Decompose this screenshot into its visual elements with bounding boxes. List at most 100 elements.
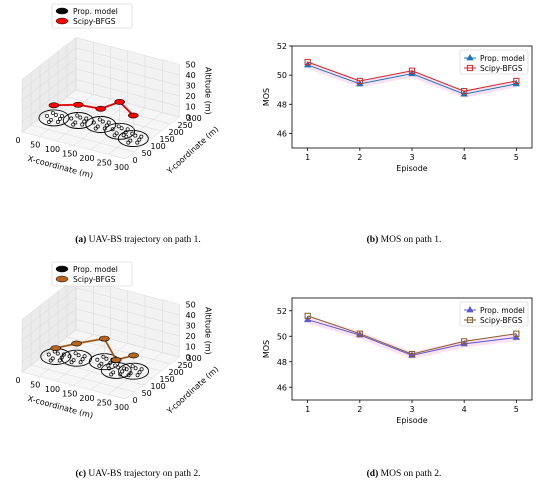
ground-user (100, 119, 105, 124)
x-tick-label: 0 (15, 376, 20, 385)
ground-user (107, 366, 112, 371)
ground-user (82, 354, 87, 359)
ground-user (119, 126, 124, 131)
grid-line (21, 89, 77, 133)
x-tick-label: 300 (114, 403, 129, 412)
data-point (356, 330, 363, 337)
ground-user (58, 116, 62, 121)
uav-marker (95, 105, 107, 112)
ground-user (69, 360, 74, 365)
y-tick-label: 50 (277, 332, 287, 341)
x-tick-label: 2 (357, 405, 362, 414)
caption-text: MOS on path 2. (378, 469, 441, 479)
grid-line (125, 116, 180, 160)
uav-marker (114, 99, 125, 105)
data-point (512, 333, 521, 340)
grid-line (125, 356, 180, 400)
x-tick-label: 250 (97, 159, 112, 168)
x-tick-label: 250 (97, 399, 112, 408)
chart-b (289, 45, 533, 151)
uav-marker (48, 102, 60, 109)
ground-user (73, 351, 78, 356)
y-tick-label: 100 (151, 382, 166, 391)
x-tick-label: 150 (62, 150, 77, 159)
grid-line (66, 96, 171, 125)
x-tick-label: 150 (62, 390, 77, 399)
legend-entry: Scipy-BFGS (73, 17, 116, 26)
y-tick-label: 300 (187, 114, 202, 123)
ground-user (51, 110, 55, 115)
y-tick-label: 46 (277, 129, 287, 138)
grid-line (75, 308, 180, 337)
y-tick-label: 200 (169, 368, 184, 377)
ground-user (126, 140, 131, 145)
legend-marker (466, 64, 474, 72)
y-tick-label: 48 (277, 100, 287, 109)
ground-user (124, 134, 129, 139)
data-point (513, 77, 520, 85)
legend-marker (466, 316, 474, 324)
ground-user (128, 138, 133, 143)
figure-caption: (a) UAV-BS trajectory on path 1. (75, 234, 201, 245)
x-tick-label: 50 (30, 141, 40, 150)
ground-user (46, 352, 51, 357)
grid-line (21, 329, 77, 373)
y-tick-label: 250 (178, 121, 193, 130)
ground-user (50, 356, 55, 361)
legend-box (459, 49, 529, 75)
ground-user (95, 357, 100, 362)
ground-user (122, 366, 127, 371)
data-point (408, 351, 416, 358)
ground-user (54, 112, 58, 117)
ground-user (71, 358, 76, 363)
uav-marker (71, 340, 82, 347)
ground-user (61, 352, 66, 357)
z-tick-label: 10 (186, 343, 196, 352)
ground-user (60, 113, 64, 118)
x-tick-label: 5 (514, 153, 519, 162)
data-point (408, 351, 416, 358)
ground-user (93, 126, 98, 131)
series-line (307, 315, 517, 355)
data-point (356, 77, 363, 85)
grid-line (21, 308, 77, 352)
figure-caption: (d) MOS on path 2. (367, 468, 442, 479)
legend-entry: Prop. model (73, 265, 118, 274)
legend-marker (55, 265, 69, 273)
x-tick-label: 2 (357, 153, 362, 162)
uav-marker (110, 356, 122, 363)
x-tick-label: 50 (30, 381, 40, 390)
data-point (304, 312, 311, 319)
ground-user (45, 113, 49, 118)
grid-line (21, 319, 77, 362)
ground-user (78, 360, 83, 365)
chart-a (21, 3, 180, 160)
ground-user (130, 131, 135, 136)
ground-user (137, 137, 142, 142)
x-axis-label: Episode (396, 164, 427, 173)
data-point (461, 88, 468, 95)
x-tick-label: 4 (462, 153, 467, 162)
x-tick-label: 3 (409, 405, 414, 414)
y-tick-label: 50 (142, 389, 152, 398)
y-axis-label: MOS (262, 88, 271, 106)
ground-user (128, 371, 133, 376)
legend-marker (55, 7, 69, 15)
ground-user (55, 351, 60, 356)
x-axis-label: Episode (396, 416, 427, 425)
y-tick-label: 250 (178, 361, 193, 370)
grid-line (21, 79, 77, 122)
ground-user (75, 113, 80, 118)
ground-user (69, 116, 74, 121)
ground-user (116, 124, 121, 129)
ground-user (109, 372, 114, 377)
data-point (513, 330, 520, 337)
chart-d (289, 297, 533, 403)
ground-user (111, 370, 116, 375)
x-tick-label: 1 (305, 405, 310, 414)
y-tick-label: 100 (151, 142, 166, 151)
ground-user (112, 133, 117, 138)
ground-user (135, 140, 140, 145)
legend-box (51, 3, 133, 29)
